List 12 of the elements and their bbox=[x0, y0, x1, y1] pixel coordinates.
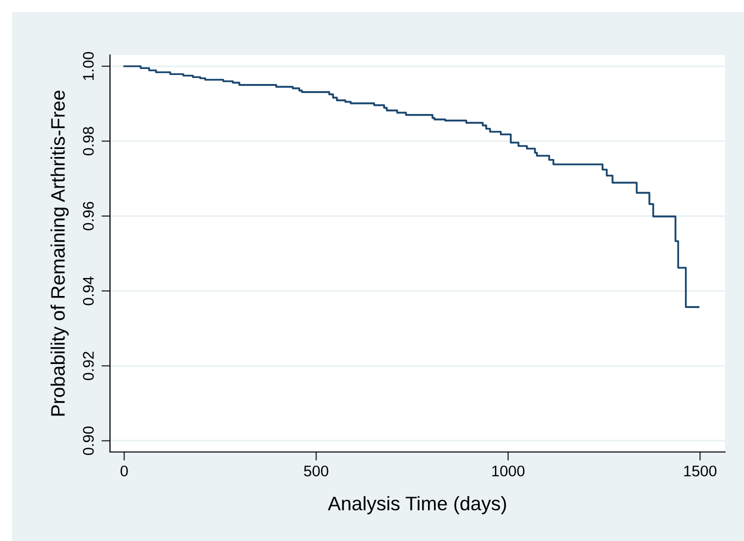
y-axis-title: Probability of Remaining Arthritis-Free bbox=[50, 90, 69, 416]
x-tick-label: 0 bbox=[120, 466, 128, 476]
x-tick-label: 1000 bbox=[492, 466, 524, 476]
y-tick-label: 0.98 bbox=[82, 126, 94, 156]
y-tick-label: 0.92 bbox=[82, 352, 94, 380]
x-tick-label: 1500 bbox=[684, 466, 716, 476]
y-tick-label: 0.94 bbox=[82, 276, 94, 306]
y-tick-label: 0.96 bbox=[82, 202, 94, 230]
y-tick-label: 1.00 bbox=[82, 52, 94, 80]
y-tick-label: 0.90 bbox=[82, 426, 94, 456]
x-axis-title: Analysis Time (days) bbox=[328, 496, 506, 514]
x-tick-label: 500 bbox=[304, 466, 328, 476]
